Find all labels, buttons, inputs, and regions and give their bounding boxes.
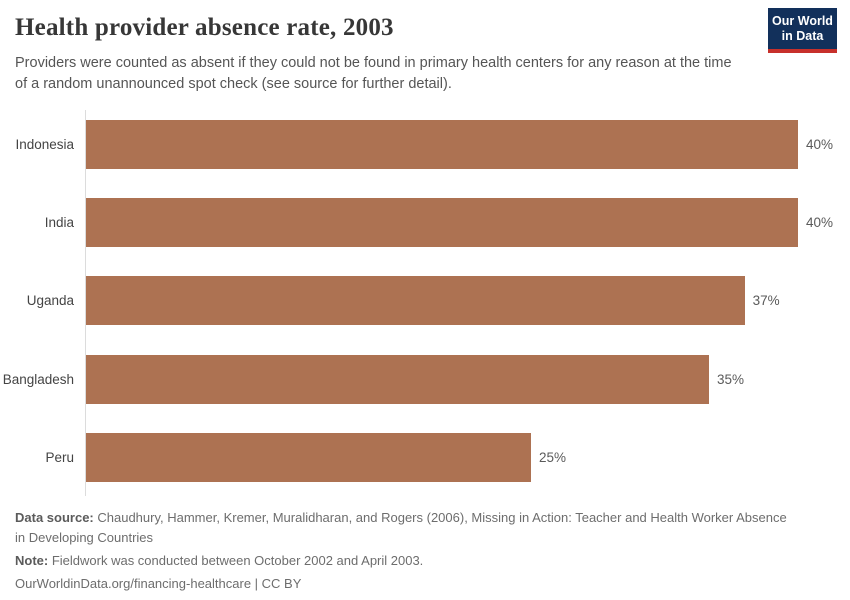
category-label-indonesia: Indonesia	[15, 136, 74, 152]
note-line: Note: Fieldwork was conducted between Oc…	[15, 551, 787, 571]
owid-logo-line1: Our World	[772, 14, 833, 28]
bar-track: 35%	[86, 354, 850, 404]
bar-track: 40%	[86, 198, 850, 248]
category-label-peru: Peru	[45, 450, 74, 466]
bar-track: 25%	[86, 433, 850, 483]
value-label-bangladesh: 35%	[717, 371, 745, 387]
bar-track: 40%	[86, 119, 850, 169]
note-text: Fieldwork was conducted between October …	[51, 553, 424, 568]
owid-logo[interactable]: Our World in Data	[768, 8, 837, 53]
owid-url-link[interactable]: OurWorldinData.org/financing-healthcare …	[15, 576, 302, 591]
data-source-line: Data source: Chaudhury, Hammer, Kremer, …	[15, 508, 787, 548]
note-label: Note:	[15, 553, 49, 568]
category-label-bangladesh: Bangladesh	[2, 371, 74, 387]
bar-rows: Indonesia 40% India 40% Uganda 37% Bangladesh 3…	[0, 105, 850, 497]
bar-row: Bangladesh 35%	[0, 340, 850, 418]
chart-subtitle: Providers were counted as absent if they…	[15, 55, 732, 92]
bar-row: Indonesia 40%	[0, 105, 850, 183]
value-label-peru: 25%	[539, 450, 567, 466]
bar-uganda[interactable]	[86, 276, 745, 326]
owid-logo-line2: in Data	[781, 29, 824, 43]
bar-india[interactable]	[86, 198, 798, 248]
category-label-india: India	[44, 215, 74, 231]
data-source-text: Chaudhury, Hammer, Kremer, Muralidharan,…	[15, 510, 787, 545]
bar-indonesia[interactable]	[86, 119, 798, 169]
page-title: Health provider absence rate, 2003	[15, 14, 394, 41]
bar-peru[interactable]	[86, 433, 531, 483]
chart-footer: Data source: Chaudhury, Hammer, Kremer, …	[15, 508, 787, 594]
data-source-label: Data source:	[15, 510, 94, 525]
y-axis-line	[85, 110, 86, 496]
bar-track: 37%	[86, 276, 850, 326]
value-label-uganda: 37%	[752, 293, 780, 309]
bar-row: Peru 25%	[0, 419, 850, 497]
category-label-uganda: Uganda	[26, 293, 74, 309]
bar-bangladesh[interactable]	[86, 354, 709, 404]
value-label-indonesia: 40%	[806, 136, 834, 152]
bar-row: Uganda 37%	[0, 262, 850, 340]
bar-chart: Indonesia 40% India 40% Uganda 37% Bangladesh 3…	[0, 105, 850, 497]
value-label-india: 40%	[806, 215, 834, 231]
bar-row: India 40%	[0, 183, 850, 261]
